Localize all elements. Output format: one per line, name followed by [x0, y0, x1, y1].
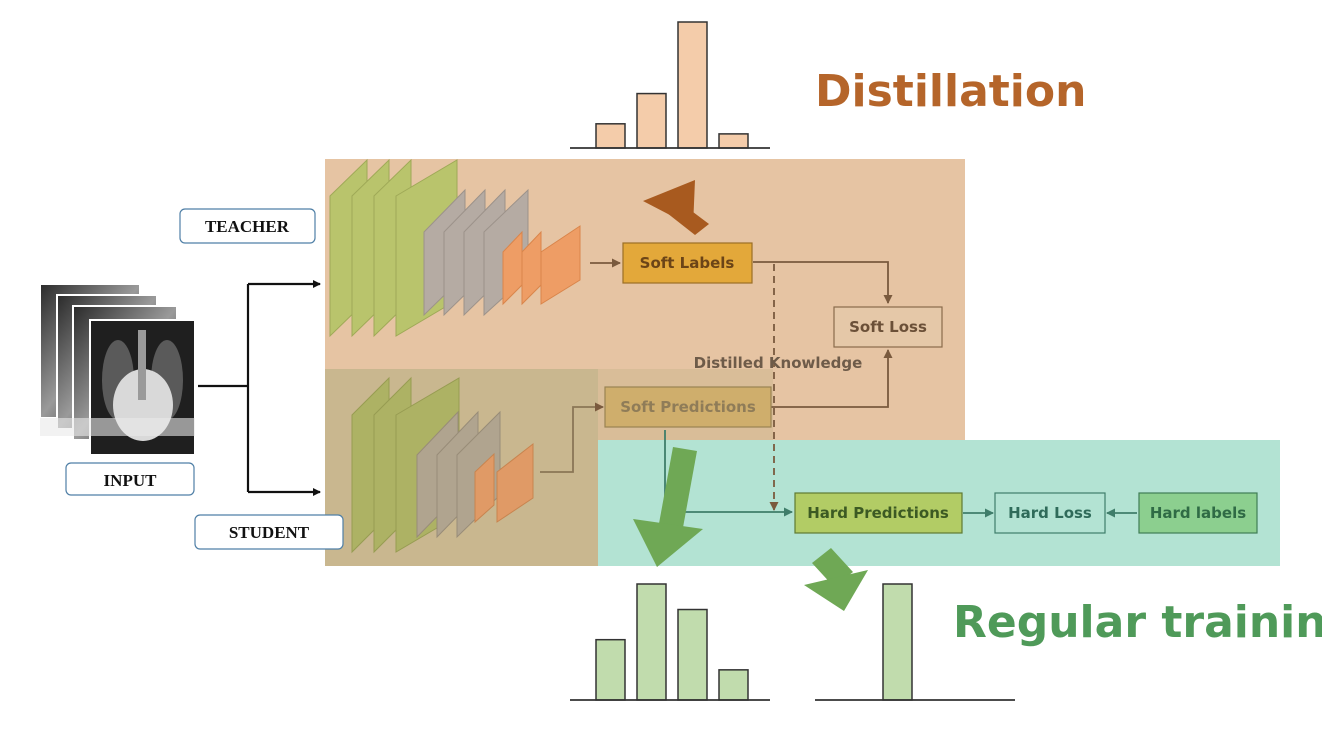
chart1-bar-3 — [718, 669, 749, 701]
input-label-box — [65, 462, 195, 496]
hard-predictions-text: Hard Predictions — [807, 504, 949, 522]
chart0-bar-2 — [677, 21, 708, 149]
teacher-label: TEACHER — [205, 217, 290, 236]
arrow-up-right-icon — [643, 180, 709, 235]
distilled-knowledge-label: Distilled Knowledge — [694, 354, 863, 372]
student-label: STUDENT — [229, 523, 310, 542]
chart0-bar-0 — [595, 123, 626, 149]
hard-loss-text: Hard Loss — [1008, 504, 1092, 522]
hard-predictions-box — [794, 492, 963, 534]
chart1-bar-1 — [636, 583, 667, 701]
hard-labels-text: Hard labels — [1150, 504, 1246, 522]
soft-predictions-box — [604, 386, 772, 428]
soft-predictions-text: Soft Predictions — [620, 398, 756, 416]
teacher-label-box — [179, 208, 316, 244]
chart0-bar-1 — [636, 92, 667, 149]
student-network — [351, 376, 534, 554]
soft-loss-text: Soft Loss — [849, 318, 927, 336]
teacher-network — [329, 158, 581, 338]
xray-stack-icon — [39, 283, 196, 456]
hard-labels-box — [1138, 492, 1258, 534]
arrow-down-right-icon — [804, 548, 868, 611]
chart1-bar-0 — [595, 638, 626, 701]
arrow-down-icon — [633, 447, 703, 567]
teacher-soft-distribution-chart — [570, 21, 770, 149]
chart1-bar-2 — [677, 608, 708, 701]
chart0-bar-3 — [718, 133, 749, 149]
soft-labels-box — [622, 242, 753, 284]
connections — [540, 258, 1137, 518]
hard-label-distribution-chart — [815, 583, 1015, 701]
chart2-bar-0 — [882, 583, 913, 701]
hard-loss-box — [994, 492, 1106, 534]
input-arrows — [198, 280, 321, 496]
student-soft-distribution-chart — [570, 583, 770, 701]
input-label: INPUT — [104, 471, 158, 490]
soft-labels-text: Soft Labels — [640, 254, 735, 272]
regular-training-heading: Regular training — [953, 597, 1322, 648]
soft-loss-box — [833, 306, 943, 348]
distillation-heading: Distillation — [815, 66, 1086, 117]
student-label-box — [194, 514, 344, 550]
